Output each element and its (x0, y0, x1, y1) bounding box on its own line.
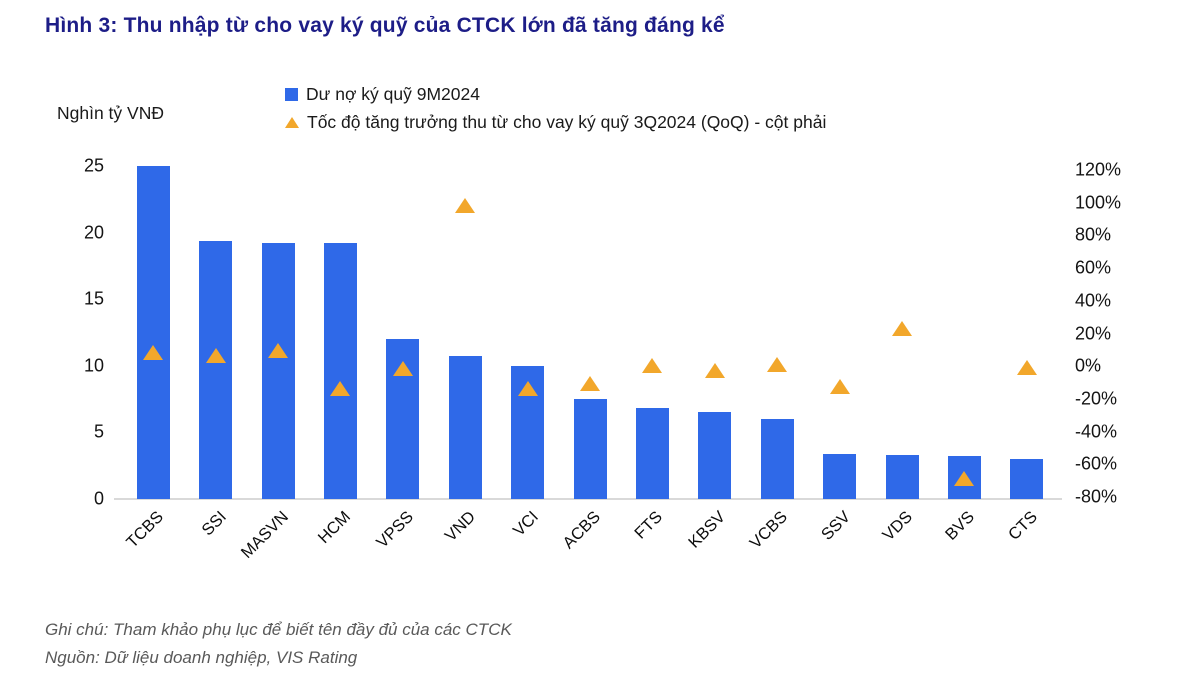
x-axis-label-kbsv: KBSV (684, 507, 729, 552)
footnote-line: Nguồn: Dữ liệu doanh nghiệp, VIS Rating (45, 648, 358, 667)
left-tick-label: 15 (83, 288, 104, 309)
bar-tcbs (136, 166, 170, 499)
growth-marker-vds (892, 320, 912, 336)
bar-masvn (261, 243, 295, 499)
legend-label: Tốc độ tăng trưởng thu từ cho vay ký quỹ… (307, 112, 827, 132)
bar-vcbs (760, 419, 794, 499)
x-axis-label-cts: CTS (1004, 507, 1041, 544)
x-axis-label-vci: VCI (509, 507, 542, 540)
growth-marker-ssi (205, 348, 226, 364)
left-tick-label: 5 (93, 421, 104, 442)
growth-marker-hcm (330, 381, 351, 397)
x-axis-labels: TCBS SSI MASVN HCM VPSS VND VCI ACBS FTS KBSV VCBS… (122, 505, 1058, 600)
x-axis-label-hcm: HCM (315, 507, 355, 548)
growth-marker-vcbs (767, 356, 788, 372)
left-tick-label: 10 (83, 355, 104, 376)
footnote-line: Ghi chú: Tham khảo phụ lục để biết tên đ… (45, 620, 512, 639)
legend-label: Dư nợ ký quỹ 9M2024 (306, 84, 480, 104)
x-axis-label-bvs: BVS (942, 507, 979, 544)
right-tick-label: -20% (1075, 388, 1118, 409)
x-axis-label-vnd: VND (441, 507, 480, 546)
left-axis-title: Nghìn tỷ VNĐ (57, 103, 164, 123)
right-tick-label: 100% (1075, 192, 1122, 213)
growth-marker-vci (517, 381, 538, 397)
x-axis-label-acbs: ACBS (559, 507, 605, 553)
growth-marker-tcbs (143, 345, 164, 361)
bar-vnd (448, 356, 482, 499)
growth-marker-vpss (392, 361, 413, 377)
right-tick-label: 40% (1075, 290, 1112, 311)
right-axis-ticks: 120% 100% 80% 60% 40% 20% 0% -20% -40% -60% -80% (1075, 160, 1175, 507)
bar-cts (1010, 459, 1044, 499)
growth-marker-ssv (829, 379, 850, 395)
bar-hcm (323, 243, 357, 499)
bar-acbs (573, 399, 607, 499)
growth-marker-acbs (580, 376, 600, 392)
bar-fts (635, 408, 669, 499)
x-axis-label-vcbs: VCBS (746, 507, 792, 553)
growth-marker-masvn (268, 343, 288, 359)
right-tick-label: -40% (1075, 421, 1118, 442)
bar-kbsv (698, 412, 732, 499)
x-axis-label-fts: FTS (631, 507, 667, 543)
legend-item-margin-balance: Dư nợ ký quỹ 9M2024 (285, 84, 826, 105)
bar-ssv (823, 453, 857, 499)
growth-marker-vnd (455, 197, 476, 213)
right-tick-label: 20% (1075, 323, 1112, 343)
left-axis-ticks: 25 20 15 10 5 0 (0, 156, 104, 509)
right-tick-label: 120% (1075, 159, 1122, 180)
growth-marker-bvs (954, 471, 975, 486)
growth-marker-kbsv (704, 363, 725, 379)
right-tick-label: 60% (1075, 257, 1112, 278)
right-tick-label: 80% (1075, 224, 1112, 245)
x-axis-label-ssv: SSV (817, 507, 854, 544)
footnotes: Ghi chú: Tham khảo phụ lục để biết tên đ… (45, 616, 512, 672)
growth-marker-cts (1016, 359, 1037, 375)
legend: Dư nợ ký quỹ 9M2024 Tốc độ tăng trưởng t… (285, 84, 826, 133)
plot-area (114, 166, 1062, 500)
x-axis-label-masvn: MASVN (237, 507, 293, 563)
x-axis-label-vpss: VPSS (372, 507, 417, 552)
triangle-swatch-icon (285, 117, 299, 128)
x-axis-label-ssi: SSI (198, 507, 230, 540)
legend-item-growth: Tốc độ tăng trưởng thu từ cho vay ký quỹ… (285, 112, 826, 133)
bar-swatch-icon (285, 88, 298, 101)
x-axis-label-vds: VDS (879, 507, 917, 545)
left-tick-label: 25 (83, 155, 104, 176)
right-tick-label: 0% (1075, 355, 1102, 376)
page-title: Hình 3: Thu nhập từ cho vay ký quỹ của C… (45, 14, 725, 37)
left-tick-label: 0 (93, 488, 104, 509)
bar-ssi (199, 240, 233, 499)
right-tick-label: -60% (1075, 453, 1118, 474)
x-axis-label-tcbs: TCBS (123, 507, 168, 552)
right-tick-label: -80% (1075, 486, 1118, 507)
x-axis-line (114, 498, 1062, 500)
left-tick-label: 20 (83, 222, 104, 243)
bar-vds (885, 455, 919, 499)
growth-marker-fts (642, 358, 663, 374)
